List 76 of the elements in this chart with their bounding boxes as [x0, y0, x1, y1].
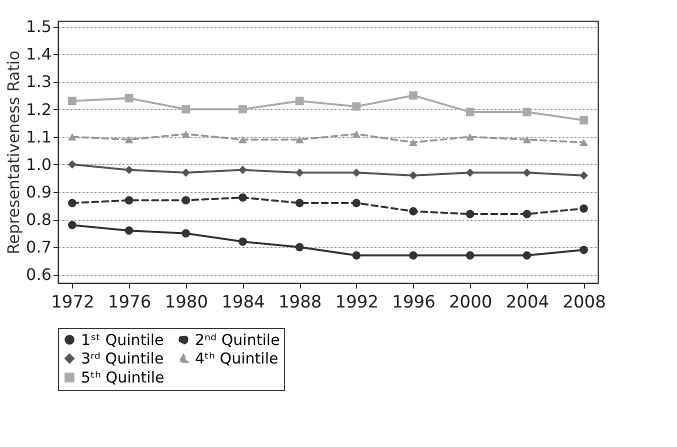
point — [124, 196, 134, 204]
point — [238, 105, 247, 114]
legend-label: 5ᵗʰ Quintile — [81, 368, 164, 386]
point — [522, 108, 532, 116]
point — [295, 96, 304, 106]
point — [295, 136, 304, 144]
point — [352, 102, 361, 111]
point — [182, 168, 190, 177]
point — [466, 133, 474, 140]
point — [466, 108, 474, 116]
point — [580, 204, 588, 213]
point — [182, 229, 190, 238]
y-tick-label: 0.7 — [26, 238, 52, 257]
point — [68, 220, 76, 230]
point — [466, 168, 474, 177]
x-tick-label: 1976 — [108, 292, 152, 312]
point — [522, 136, 532, 144]
y-tick-label: 1.3 — [26, 72, 52, 92]
point — [182, 105, 190, 114]
point — [295, 198, 304, 208]
x-tick-label: 1980 — [164, 292, 208, 312]
point — [580, 171, 588, 180]
x-tick-label: 1984 — [222, 292, 265, 312]
point — [124, 166, 134, 174]
point — [352, 168, 361, 177]
point — [68, 198, 76, 208]
point — [409, 91, 418, 100]
legend-label: 3ʳᵈ Quintile — [81, 350, 164, 368]
y-tick-label: 0.8 — [26, 210, 52, 230]
point — [352, 251, 361, 260]
y-tick-label: 1.5 — [26, 17, 52, 36]
point — [522, 210, 532, 218]
y-tick-label: 1.4 — [26, 44, 52, 64]
point — [522, 251, 532, 260]
x-tick-label: 1992 — [335, 292, 379, 312]
legend-label: 4ᵗʰ Quintile — [195, 350, 278, 368]
point — [295, 242, 304, 252]
point — [580, 246, 588, 254]
x-tick-label: 1972 — [51, 292, 94, 312]
legend-label: 2ⁿᵈ Quintile — [195, 330, 280, 349]
x-tick-label: 2008 — [562, 292, 606, 312]
point — [466, 251, 474, 260]
point — [68, 96, 76, 106]
point — [580, 138, 588, 146]
point — [124, 226, 134, 235]
point — [409, 207, 418, 216]
point — [68, 160, 76, 169]
point — [124, 94, 134, 102]
point — [580, 116, 588, 124]
point — [409, 251, 418, 260]
x-tick-label: 1988 — [278, 292, 322, 312]
point — [352, 130, 361, 138]
point — [409, 171, 418, 180]
point — [68, 133, 76, 140]
x-tick-label: 1996 — [392, 292, 436, 312]
point — [238, 237, 247, 246]
point — [238, 136, 247, 144]
x-tick-label: 2004 — [506, 292, 550, 312]
y-tick-label: 1.1 — [26, 127, 52, 146]
point — [409, 138, 418, 146]
point — [466, 210, 474, 218]
point — [182, 196, 190, 204]
point — [182, 130, 190, 138]
legend-label: 1ˢᵗ Quintile — [81, 330, 164, 349]
point — [124, 136, 134, 144]
y-tick-label: 0.6 — [26, 265, 52, 284]
y-axis-title: Representativeness Ratio — [4, 50, 24, 254]
point — [352, 198, 361, 208]
y-tick-label: 1.2 — [26, 100, 52, 119]
point — [522, 168, 532, 177]
point — [295, 168, 304, 177]
x-tick-label: 2000 — [448, 292, 492, 312]
y-tick-label: 1.0 — [26, 154, 52, 174]
y-tick-label: 0.9 — [26, 182, 52, 202]
point — [238, 193, 247, 202]
point — [238, 166, 247, 174]
